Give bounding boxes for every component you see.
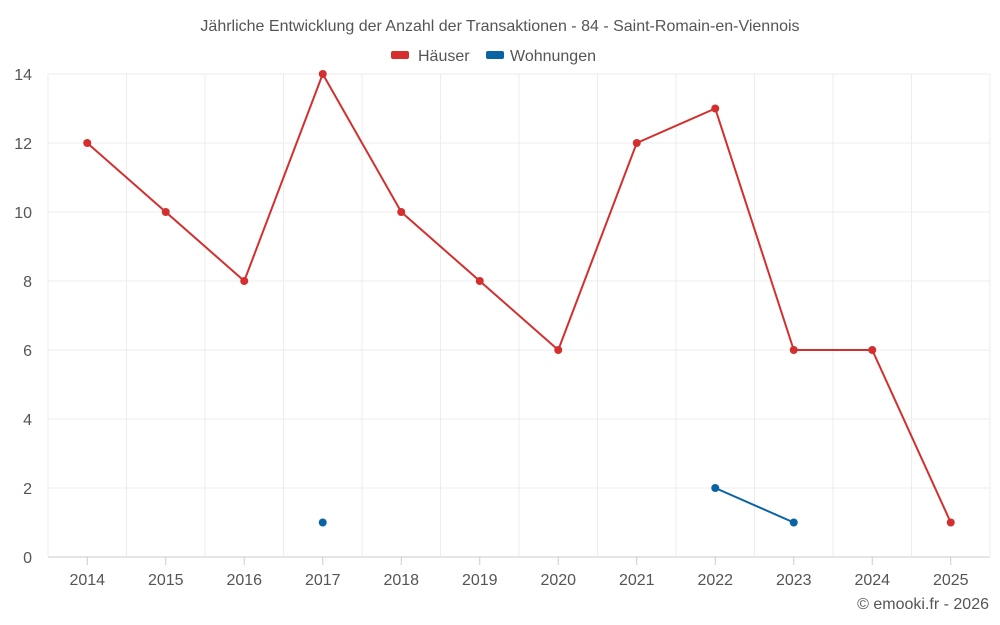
y-tick-label: 12: [14, 136, 32, 153]
x-tick-label: 2020: [540, 572, 576, 589]
y-tick-label: 10: [14, 205, 32, 222]
data-point-haeuser[interactable]: [240, 277, 249, 285]
legend-label-wohnungen: Wohnungen: [510, 48, 596, 65]
y-tick-label: 14: [14, 67, 32, 84]
x-tick-label: 2024: [854, 572, 890, 589]
data-point-wohnungen[interactable]: [318, 518, 327, 527]
credit: © emooki.fr - 2026: [857, 596, 989, 613]
y-tick-label: 8: [23, 274, 32, 291]
data-point-haeuser[interactable]: [161, 208, 170, 216]
legend-swatch-haeuser: [391, 51, 409, 59]
x-tick-label: 2023: [776, 572, 812, 589]
x-tick-label: 2015: [148, 572, 184, 589]
x-tick-label: 2018: [383, 572, 419, 589]
series-line-wohnungen: [714, 487, 795, 524]
data-point-haeuser[interactable]: [632, 139, 641, 147]
data-point-haeuser[interactable]: [946, 518, 955, 527]
x-tick-label: 2021: [619, 572, 655, 589]
y-tick-label: 4: [23, 412, 32, 429]
x-tick-label: 2016: [226, 572, 262, 589]
grid: [47, 73, 991, 558]
data-point-haeuser[interactable]: [868, 346, 877, 354]
data-point-haeuser[interactable]: [83, 139, 92, 147]
legend-item-haeuser[interactable]: Häuser: [391, 48, 470, 65]
x-tick-label: 2014: [69, 572, 105, 589]
data-point-wohnungen[interactable]: [711, 484, 720, 492]
legend-label-haeuser: Häuser: [418, 48, 470, 65]
x-tick-label: 2022: [697, 572, 733, 589]
y-tick-label: 6: [23, 343, 32, 360]
data-point-haeuser[interactable]: [711, 104, 720, 113]
x-tick-label: 2017: [305, 572, 341, 589]
data-point-haeuser[interactable]: [318, 70, 327, 78]
chart-title: Jährliche Entwicklung der Anzahl der Tra…: [200, 18, 799, 35]
data-point-haeuser[interactable]: [397, 208, 406, 216]
x-tick-label: 2025: [933, 572, 969, 589]
legend: Häuser Wohnungen: [391, 48, 596, 65]
axes: 0 2 4 6 8 10 12 14 2014 2015 2016 2017 2018 2019 2020 2…: [14, 67, 968, 589]
series: [83, 70, 955, 527]
data-point-haeuser[interactable]: [554, 346, 563, 354]
data-point-haeuser[interactable]: [789, 346, 798, 354]
legend-swatch-wohnungen: [486, 51, 504, 59]
y-tick-label: 2: [23, 481, 32, 498]
x-tick-label: 2019: [462, 572, 498, 589]
legend-item-wohnungen[interactable]: Wohnungen: [486, 48, 596, 65]
series-line-haeuser: [86, 73, 952, 523]
data-point-wohnungen[interactable]: [789, 518, 798, 527]
y-tick-label: 0: [23, 550, 32, 567]
data-point-haeuser[interactable]: [475, 277, 484, 285]
